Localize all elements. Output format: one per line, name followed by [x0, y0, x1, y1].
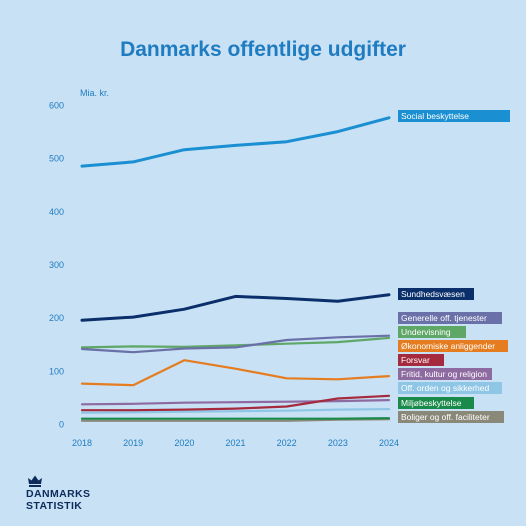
series-line: [80, 293, 391, 322]
legend-item: Miljøbeskyttelse: [398, 397, 474, 409]
legend-swatch: [398, 340, 508, 352]
x-tick-label: 2018: [72, 438, 92, 448]
series-line: [80, 408, 391, 414]
legend-item: Undervisning: [398, 326, 466, 338]
legend-swatch: [398, 368, 492, 380]
legend-item: Generelle off. tjenester: [398, 312, 502, 324]
legend-label: Forsvar: [401, 355, 430, 365]
series-line: [80, 399, 391, 406]
y-tick-label: 0: [59, 420, 64, 430]
legend-swatch: [398, 312, 502, 324]
legend-label: Boliger og off. faciliteter: [401, 412, 490, 422]
legend-label: Sundhedsvæsen: [401, 289, 465, 299]
legend-item: Forsvar: [398, 354, 444, 366]
legend-label: Økonomiske anliggender: [401, 341, 495, 351]
series-line: [80, 417, 391, 420]
logo-text-line2: STATISTIK: [26, 500, 83, 512]
logo-text-line1: DANMARKS: [26, 488, 91, 500]
legend-item: Off. orden og sikkerhed: [398, 382, 502, 394]
chart-title: Danmarks offentlige udgifter: [120, 38, 406, 61]
y-tick-label: 600: [49, 101, 64, 111]
legend-item: Social beskyttelse: [398, 110, 510, 122]
series-line: [80, 359, 391, 387]
y-tick-label: 400: [49, 207, 64, 217]
series-line: [80, 336, 391, 349]
legend-swatch: [398, 397, 474, 409]
y-tick-label: 100: [49, 366, 64, 376]
legend-label: Fritid, kultur og religion: [401, 369, 487, 379]
y-axis-label: Mia. kr.: [80, 88, 109, 98]
legend-label: Undervisning: [401, 327, 451, 337]
legend-item: Boliger og off. faciliteter: [398, 411, 504, 423]
legend-swatch: [398, 382, 502, 394]
crown-icon: [28, 475, 42, 487]
legend-label: Miljøbeskyttelse: [401, 398, 462, 408]
danmarks-statistik-logo: DANMARKS STATISTIK: [26, 474, 106, 512]
legend-swatch: [398, 354, 444, 366]
legend-swatch: [398, 326, 466, 338]
x-tick-label: 2022: [277, 438, 297, 448]
y-tick-label: 500: [49, 154, 64, 164]
series-line: [80, 116, 391, 168]
legend-item: Fritid, kultur og religion: [398, 368, 492, 380]
x-tick-label: 2019: [123, 438, 143, 448]
legend-label: Generelle off. tjenester: [401, 313, 487, 323]
legend-label: Off. orden og sikkerhed: [401, 383, 489, 393]
series-line: [80, 334, 391, 354]
legend-swatch: [398, 110, 510, 122]
legend-label: Social beskyttelse: [401, 111, 469, 121]
series-line: [80, 394, 391, 412]
legend-item: Økonomiske anliggender: [398, 340, 508, 352]
x-tick-label: 2021: [225, 438, 245, 448]
x-tick-label: 2024: [379, 438, 399, 448]
legend-item: Sundhedsvæsen: [398, 288, 474, 300]
y-tick-label: 200: [49, 313, 64, 323]
x-tick-label: 2020: [174, 438, 194, 448]
legend-swatch: [398, 411, 504, 423]
legend-swatch: [398, 288, 474, 300]
y-tick-label: 300: [49, 260, 64, 270]
x-tick-label: 2023: [328, 438, 348, 448]
